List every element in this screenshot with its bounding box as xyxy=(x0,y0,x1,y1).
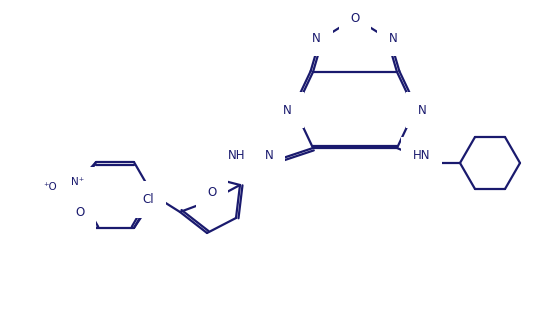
Text: NH: NH xyxy=(228,149,246,162)
Text: N: N xyxy=(265,149,273,162)
Text: HN: HN xyxy=(413,149,430,162)
Text: O: O xyxy=(351,11,359,25)
Text: N: N xyxy=(389,32,398,44)
Text: ⁺O: ⁺O xyxy=(43,182,57,192)
Text: O: O xyxy=(207,186,217,199)
Text: N⁺: N⁺ xyxy=(71,177,85,187)
Text: N: N xyxy=(283,103,292,116)
Text: N: N xyxy=(418,103,427,116)
Text: N: N xyxy=(312,32,321,44)
Text: Cl: Cl xyxy=(142,193,154,206)
Text: O: O xyxy=(75,206,85,219)
